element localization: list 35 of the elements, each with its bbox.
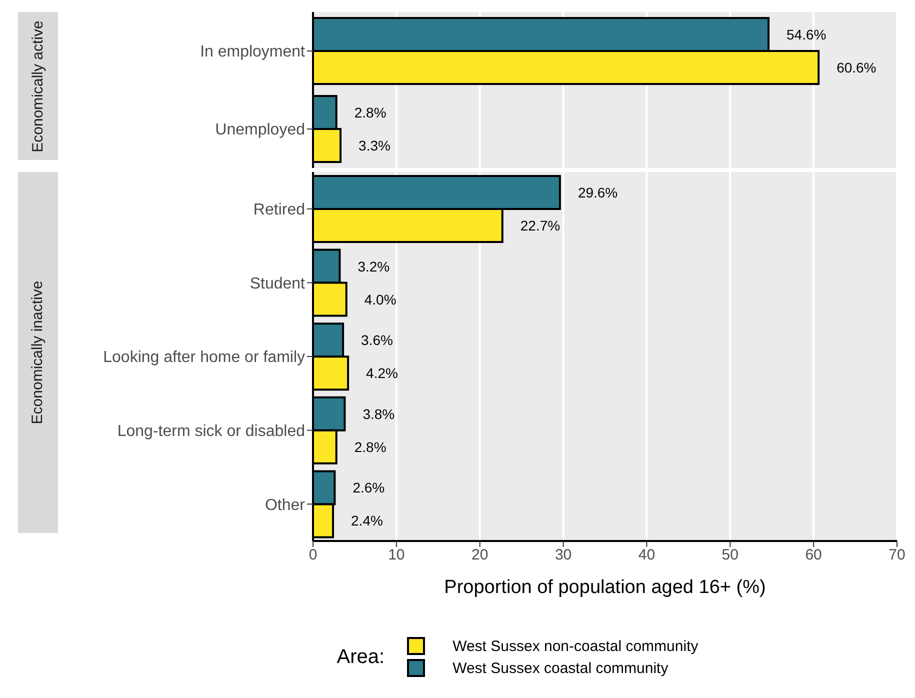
- data-label: 2.8%: [354, 438, 386, 455]
- data-label: 3.3%: [358, 138, 390, 154]
- data-label: 2.8%: [354, 104, 386, 120]
- y-tick-label: Retired: [253, 202, 305, 219]
- data-label: 22.7%: [520, 218, 560, 234]
- y-tick-label: Other: [264, 496, 306, 514]
- y-tick-label: Student: [250, 275, 306, 292]
- data-label: 3.6%: [361, 332, 393, 348]
- legend-label: West Sussex coastal community: [452, 660, 668, 676]
- x-tick-label: 30: [554, 546, 572, 564]
- x-tick-label: 50: [722, 546, 738, 564]
- data-label: 3.8%: [362, 406, 395, 422]
- legend-title: Area:: [336, 646, 385, 668]
- x-tick-label: 70: [888, 546, 906, 564]
- data-label: 29.6%: [578, 184, 618, 200]
- data-label: 2.4%: [351, 512, 383, 529]
- y-tick-label: Long-term sick or disabled: [117, 422, 305, 440]
- data-label: 54.6%: [786, 26, 826, 42]
- data-label: 2.6%: [352, 480, 385, 496]
- y-axis-title: Economically inactive: [30, 280, 46, 424]
- data-label: 60.6%: [836, 60, 876, 76]
- x-tick-label: 60: [805, 546, 822, 564]
- y-tick-label: Unemployed: [215, 122, 305, 139]
- data-label: 4.2%: [366, 365, 398, 382]
- y-tick-label: In employment: [200, 44, 306, 61]
- x-tick-label: 20: [472, 546, 488, 564]
- data-label: 4.0%: [364, 291, 396, 308]
- y-tick-label: Looking after home or family: [103, 349, 305, 366]
- x-tick-label: 10: [388, 546, 405, 564]
- x-tick-label: 40: [638, 546, 656, 564]
- y-axis-title: Economically active: [30, 20, 46, 152]
- legend-label: West Sussex non-coastal community: [452, 638, 698, 654]
- data-label: 3.2%: [358, 258, 390, 274]
- x-axis-title: Proportion of population aged 16+ (%): [444, 577, 766, 598]
- x-tick-label: 0: [308, 546, 318, 564]
